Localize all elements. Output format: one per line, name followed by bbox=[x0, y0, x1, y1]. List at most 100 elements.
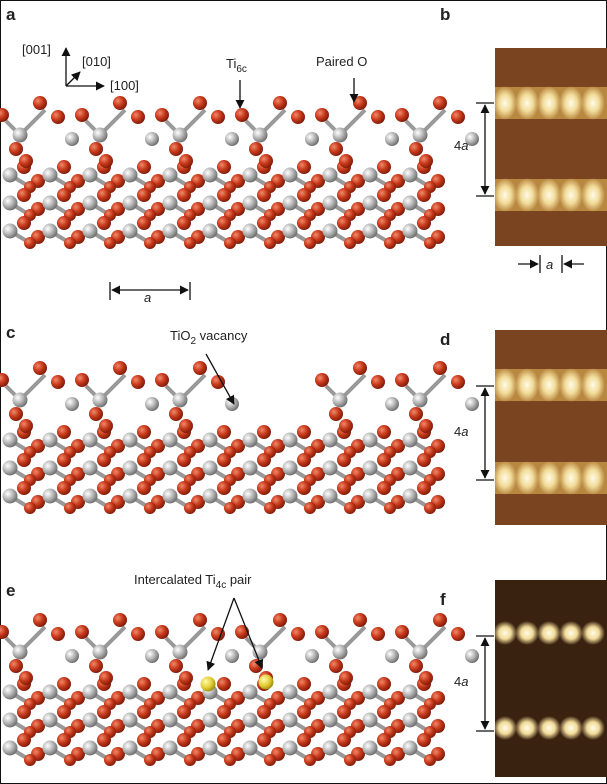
stm-spot bbox=[493, 86, 517, 120]
titanium-atom bbox=[163, 741, 178, 756]
oxygen-atom bbox=[75, 625, 89, 639]
stm-spot bbox=[493, 461, 517, 495]
titanium-atom bbox=[283, 489, 298, 504]
oxygen-atom bbox=[179, 419, 193, 433]
oxygen-atom bbox=[297, 705, 311, 719]
oxygen-atom bbox=[17, 453, 31, 467]
oxygen-atom bbox=[259, 154, 273, 168]
titanium-atom bbox=[123, 196, 138, 211]
stm-spot bbox=[581, 86, 605, 120]
oxygen-atom bbox=[169, 659, 183, 673]
oxygen-atom bbox=[353, 361, 367, 375]
oxygen-atom bbox=[211, 375, 225, 389]
stm-spot bbox=[537, 368, 561, 402]
oxygen-atom bbox=[177, 216, 191, 230]
oxygen-atom bbox=[144, 754, 156, 766]
oxygen-atom bbox=[257, 705, 271, 719]
oxygen-atom bbox=[377, 160, 391, 174]
oxygen-atom bbox=[33, 613, 47, 627]
titanium-atom bbox=[225, 132, 239, 146]
atom-models bbox=[0, 96, 479, 766]
oxygen-atom bbox=[257, 216, 271, 230]
stm-spot bbox=[581, 621, 605, 645]
oxygen-atom bbox=[417, 705, 431, 719]
oxygen-atom bbox=[371, 110, 385, 124]
oxygen-atom bbox=[297, 188, 311, 202]
titanium-atom bbox=[173, 645, 188, 660]
titanium-atom bbox=[403, 741, 418, 756]
oxygen-atom bbox=[144, 502, 156, 514]
titanium-atom bbox=[243, 461, 258, 476]
oxygen-atom bbox=[451, 627, 465, 641]
ti4c-atom bbox=[259, 675, 274, 690]
titanium-atom bbox=[413, 393, 428, 408]
oxygen-atom bbox=[409, 659, 423, 673]
oxygen-atom bbox=[315, 108, 329, 122]
annotation: Paired O bbox=[316, 54, 367, 69]
stm-spot bbox=[559, 368, 583, 402]
oxygen-atom bbox=[419, 419, 433, 433]
stm-spot bbox=[493, 621, 517, 645]
titanium-atom bbox=[403, 489, 418, 504]
oxygen-atom bbox=[297, 425, 311, 439]
titanium-atom bbox=[3, 168, 18, 183]
oxygen-atom bbox=[19, 419, 33, 433]
titanium-atom bbox=[323, 461, 338, 476]
stm-spot bbox=[581, 716, 605, 740]
oxygen-atom bbox=[19, 154, 33, 168]
axis-label: [010] bbox=[82, 54, 111, 69]
oxygen-atom bbox=[137, 481, 151, 495]
oxygen-atom bbox=[137, 216, 151, 230]
oxygen-atom bbox=[337, 733, 351, 747]
oxygen-atom bbox=[417, 216, 431, 230]
panel-label: b bbox=[440, 5, 450, 24]
titanium-atom bbox=[43, 489, 58, 504]
titanium-atom bbox=[243, 713, 258, 728]
stm-spot bbox=[559, 461, 583, 495]
oxygen-atom bbox=[217, 677, 231, 691]
oxygen-atom bbox=[137, 425, 151, 439]
oxygen-atom bbox=[315, 625, 329, 639]
oxygen-atom bbox=[193, 96, 207, 110]
stm-background bbox=[495, 330, 607, 525]
oxygen-atom bbox=[217, 481, 231, 495]
titanium-atom bbox=[123, 713, 138, 728]
panel-label: e bbox=[6, 581, 15, 600]
titanium-atom bbox=[123, 685, 138, 700]
oxygen-atom bbox=[315, 373, 329, 387]
titanium-atom bbox=[3, 741, 18, 756]
oxygen-atom bbox=[9, 142, 23, 156]
stm-spot bbox=[559, 716, 583, 740]
oxygen-atom bbox=[75, 108, 89, 122]
stm-spot bbox=[493, 178, 517, 212]
stm-spot bbox=[493, 716, 517, 740]
titanium-atom bbox=[203, 224, 218, 239]
titanium-atom bbox=[163, 685, 178, 700]
stm-spot bbox=[559, 86, 583, 120]
oxygen-atom bbox=[104, 754, 116, 766]
oxygen-atom bbox=[339, 419, 353, 433]
oxygen-atom bbox=[451, 110, 465, 124]
oxygen-atom bbox=[297, 677, 311, 691]
oxygen-atom bbox=[409, 142, 423, 156]
oxygen-atom bbox=[424, 502, 436, 514]
oxygen-atom bbox=[177, 453, 191, 467]
titanium-atom bbox=[413, 645, 428, 660]
oxygen-atom bbox=[193, 361, 207, 375]
titanium-atom bbox=[363, 433, 378, 448]
oxygen-atom bbox=[297, 481, 311, 495]
oxygen-atom bbox=[17, 481, 31, 495]
stm-spot bbox=[515, 716, 539, 740]
oxygen-atom bbox=[419, 671, 433, 685]
titanium-atom bbox=[3, 685, 18, 700]
oxygen-atom bbox=[264, 237, 276, 249]
oxygen-atom bbox=[344, 502, 356, 514]
titanium-atom bbox=[385, 132, 399, 146]
oxygen-atom bbox=[97, 733, 111, 747]
oxygen-atom bbox=[193, 613, 207, 627]
titanium-atom bbox=[43, 433, 58, 448]
titanium-atom bbox=[163, 713, 178, 728]
oxygen-atom bbox=[184, 237, 196, 249]
oxygen-atom bbox=[337, 481, 351, 495]
titanium-atom bbox=[283, 224, 298, 239]
